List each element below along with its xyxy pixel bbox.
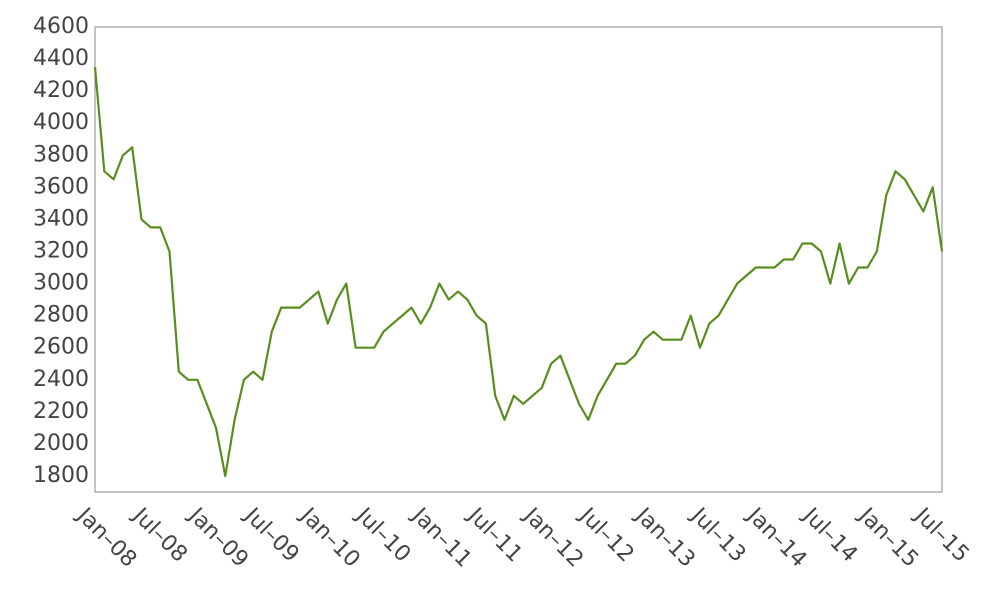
y-tick-label: 4000 [33,110,89,135]
y-tick-label: 2200 [33,399,89,424]
y-tick-label: 4400 [33,46,89,71]
y-tick-label: 3000 [33,271,89,296]
plot-frame [94,26,943,493]
y-tick-label: 1800 [33,463,89,488]
y-tick-label: 3200 [33,238,89,263]
y-tick-label: 3800 [33,142,89,167]
x-tick-label: Jan–08 [71,502,142,573]
x-tick-label: Jan–09 [182,502,253,573]
y-tick-label: 2600 [33,335,89,360]
y-tick-label: 4200 [33,78,89,103]
x-tick-label: Jan–10 [294,502,365,573]
line [93,67,944,478]
x-tick-label: Jan–15 [852,502,923,573]
y-tick-label: 2800 [33,303,89,328]
y-tick-label: 3400 [33,206,89,231]
y-tick-label: 3600 [33,174,89,199]
y-tick-label: 2000 [33,431,89,456]
x-tick-label: Jan–14 [741,502,812,573]
y-tick-label: 4600 [33,14,89,39]
x-tick-label: Jan–12 [517,502,588,573]
y-tick-label: 2400 [33,367,89,392]
x-tick-label: Jan–13 [629,502,700,573]
x-tick-label: Jan–11 [406,502,477,573]
